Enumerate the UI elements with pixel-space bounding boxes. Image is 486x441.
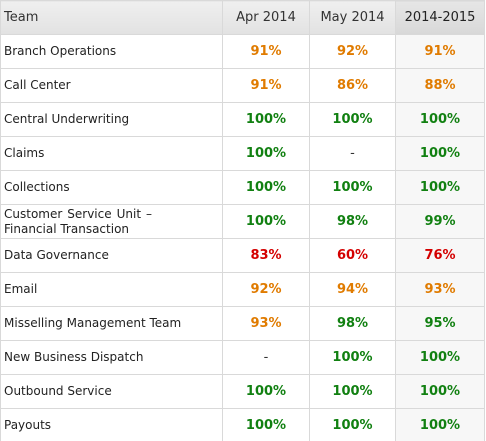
may-2014-value: 98% [309, 306, 396, 341]
may-2014-value: - [309, 136, 396, 171]
team-name: Call Center [0, 68, 223, 103]
team-name: Branch Operations [0, 34, 223, 69]
apr-2014-value: 83% [222, 238, 310, 273]
2014-2015-value: 88% [395, 68, 485, 103]
team-name-line-1: Customer Service Unit – [4, 206, 152, 221]
apr-2014-value: 91% [222, 34, 310, 69]
table-row: Payouts 100% 100% 100% [0, 408, 485, 441]
right-edge-divider [484, 0, 485, 441]
table-row: Customer Service Unit – Financial Transa… [0, 204, 485, 239]
column-header-2014-2015[interactable]: 2014-2015 [395, 0, 485, 35]
apr-2014-value: 100% [222, 204, 310, 239]
apr-2014-value: 91% [222, 68, 310, 103]
apr-2014-value: 100% [222, 102, 310, 137]
apr-2014-value: 100% [222, 136, 310, 171]
team-name: Claims [0, 136, 223, 171]
column-header-team[interactable]: Team [0, 0, 223, 35]
may-2014-value: 86% [309, 68, 396, 103]
team-name: Payouts [0, 408, 223, 441]
team-name: Central Underwriting [0, 102, 223, 137]
may-2014-value: 60% [309, 238, 396, 273]
2014-2015-value: 100% [395, 102, 485, 137]
2014-2015-value: 100% [395, 136, 485, 171]
table-body: Branch Operations 91% 92% 91% Call Cente… [0, 34, 485, 441]
apr-2014-value: 93% [222, 306, 310, 341]
column-header-apr-2014[interactable]: Apr 2014 [222, 0, 310, 35]
2014-2015-value: 91% [395, 34, 485, 69]
may-2014-value: 92% [309, 34, 396, 69]
team-name: New Business Dispatch [0, 340, 223, 375]
may-2014-value: 100% [309, 408, 396, 441]
team-name: Customer Service Unit – Financial Transa… [0, 204, 223, 239]
may-2014-value: 98% [309, 204, 396, 239]
table-row: Claims 100% - 100% [0, 136, 485, 171]
may-2014-value: 100% [309, 102, 396, 137]
table-row: Email 92% 94% 93% [0, 272, 485, 307]
team-name: Outbound Service [0, 374, 223, 409]
may-2014-value: 100% [309, 170, 396, 205]
2014-2015-value: 100% [395, 170, 485, 205]
2014-2015-value: 95% [395, 306, 485, 341]
table-header: Team Apr 2014 May 2014 2014-2015 [0, 0, 485, 35]
apr-2014-value: - [222, 340, 310, 375]
2014-2015-value: 93% [395, 272, 485, 307]
team-name-line-2: Financial Transaction [4, 221, 130, 236]
2014-2015-value: 100% [395, 408, 485, 441]
table-row: Central Underwriting 100% 100% 100% [0, 102, 485, 137]
team-name: Email [0, 272, 223, 307]
2014-2015-value: 100% [395, 374, 485, 409]
table-row: Collections 100% 100% 100% [0, 170, 485, 205]
team-name: Collections [0, 170, 223, 205]
apr-2014-value: 100% [222, 408, 310, 441]
may-2014-value: 94% [309, 272, 396, 307]
apr-2014-value: 92% [222, 272, 310, 307]
2014-2015-value: 100% [395, 340, 485, 375]
may-2014-value: 100% [309, 374, 396, 409]
table-row: Call Center 91% 86% 88% [0, 68, 485, 103]
2014-2015-value: 99% [395, 204, 485, 239]
team-name: Data Governance [0, 238, 223, 273]
2014-2015-value: 76% [395, 238, 485, 273]
team-name: Misselling Management Team [0, 306, 223, 341]
apr-2014-value: 100% [222, 170, 310, 205]
apr-2014-value: 100% [222, 374, 310, 409]
header-row: Team Apr 2014 May 2014 2014-2015 [0, 0, 485, 35]
may-2014-value: 100% [309, 340, 396, 375]
table-row: Branch Operations 91% 92% 91% [0, 34, 485, 69]
table-row: Outbound Service 100% 100% 100% [0, 374, 485, 409]
column-header-may-2014[interactable]: May 2014 [309, 0, 396, 35]
table-row: Data Governance 83% 60% 76% [0, 238, 485, 273]
table-row: Misselling Management Team 93% 98% 95% [0, 306, 485, 341]
table-row: New Business Dispatch - 100% 100% [0, 340, 485, 375]
